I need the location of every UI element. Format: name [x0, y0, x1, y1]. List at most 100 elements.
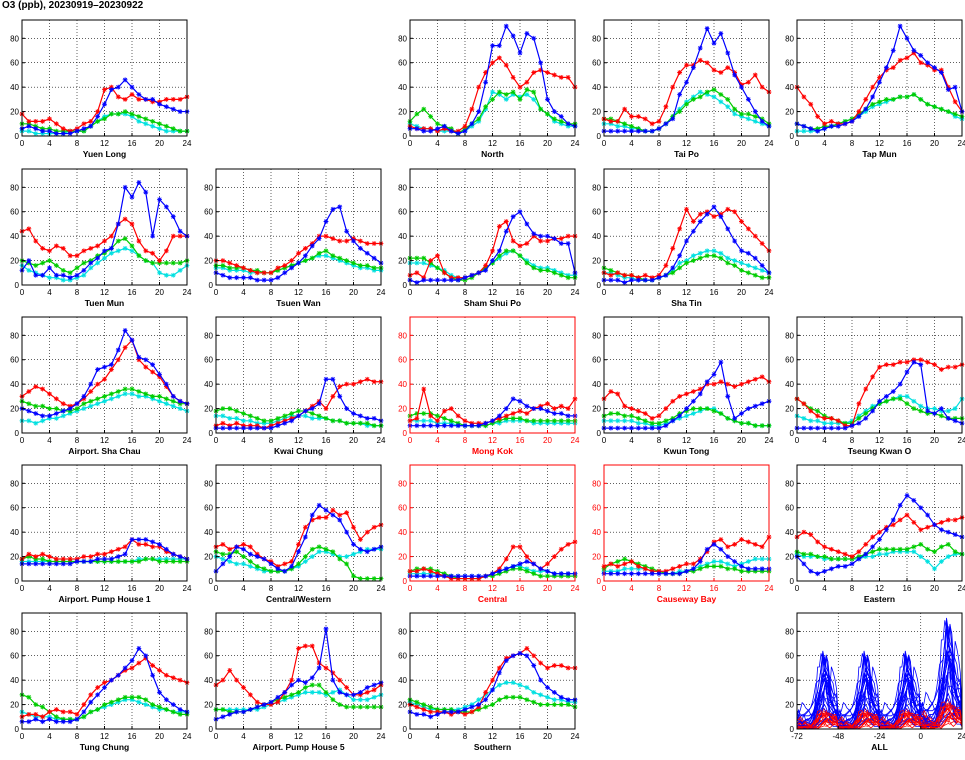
data-point-blue	[883, 527, 889, 533]
data-point-red	[309, 517, 315, 523]
data-point-blue	[241, 275, 246, 281]
data-point-blue	[60, 272, 66, 278]
data-point-red	[455, 413, 461, 419]
data-point-cyan	[545, 265, 550, 271]
data-point-cyan	[414, 571, 420, 577]
data-point-red	[517, 544, 523, 550]
data-point-green	[282, 265, 288, 271]
x-tick-label: 24	[571, 139, 580, 148]
data-point-green	[551, 270, 557, 276]
data-point-blue	[551, 411, 557, 416]
data-point-red	[309, 403, 315, 409]
station-label: Southern	[474, 742, 511, 752]
data-point-cyan	[296, 563, 301, 569]
data-point-blue	[725, 226, 731, 232]
x-tick-label: 16	[128, 584, 137, 593]
data-point-green	[732, 106, 738, 112]
data-point-red	[476, 420, 482, 426]
data-point-red	[697, 211, 703, 217]
data-point-red	[545, 70, 550, 75]
data-point-red	[663, 104, 669, 110]
data-point-cyan	[241, 267, 246, 273]
data-point-green	[428, 411, 434, 416]
all-series-line-blue	[797, 647, 963, 724]
y-tick-label: 40	[592, 380, 601, 389]
data-point-cyan	[558, 270, 564, 276]
data-point-blue	[364, 250, 370, 256]
data-point-blue	[752, 566, 758, 572]
data-point-blue	[677, 92, 683, 97]
y-tick-label: 60	[10, 504, 19, 513]
y-tick-label: 80	[10, 183, 19, 192]
data-point-red	[745, 226, 751, 232]
data-point-red	[95, 551, 101, 557]
data-point-red	[60, 556, 66, 562]
x-tick-label: 8	[75, 436, 80, 445]
data-point-blue	[337, 393, 343, 399]
data-point-cyan	[732, 563, 738, 569]
data-point-red	[414, 415, 420, 421]
data-point-green	[524, 697, 530, 703]
data-point-red	[524, 554, 530, 559]
data-point-cyan	[129, 391, 135, 397]
data-point-blue	[323, 626, 329, 632]
data-point-blue	[448, 128, 454, 134]
data-point-red	[275, 265, 281, 271]
data-point-green	[323, 248, 329, 254]
data-point-blue	[897, 381, 903, 387]
data-point-green	[462, 277, 468, 283]
data-point-green	[337, 255, 343, 261]
data-point-red	[538, 403, 544, 409]
data-point-cyan	[309, 554, 315, 559]
x-tick-label: 24	[765, 584, 774, 593]
data-point-red	[344, 381, 350, 387]
data-point-cyan	[351, 551, 356, 557]
data-point-red	[108, 84, 114, 90]
data-point-red	[241, 423, 246, 429]
data-point-blue	[904, 35, 910, 41]
data-point-cyan	[677, 415, 683, 421]
data-point-blue	[925, 512, 931, 518]
data-point-blue	[649, 277, 655, 283]
data-point-blue	[95, 556, 101, 562]
data-point-blue	[745, 406, 751, 411]
data-point-green	[102, 393, 107, 399]
data-point-green	[323, 546, 329, 552]
data-point-blue	[302, 408, 308, 414]
data-point-blue	[622, 280, 628, 285]
data-point-green	[163, 707, 169, 712]
data-point-green	[275, 415, 281, 421]
data-point-blue	[545, 408, 550, 414]
data-point-cyan	[469, 702, 475, 707]
data-point-blue	[150, 233, 156, 239]
data-point-blue	[143, 537, 149, 542]
data-point-blue	[344, 529, 350, 535]
data-point-red	[545, 238, 550, 244]
data-point-red	[448, 275, 454, 281]
data-point-cyan	[801, 128, 807, 134]
x-tick-label: 8	[269, 288, 274, 297]
data-point-red	[163, 384, 169, 389]
y-tick-label: 0	[403, 725, 408, 734]
y-tick-label: 0	[403, 132, 408, 141]
data-point-red	[718, 537, 724, 542]
data-point-red	[918, 60, 924, 66]
y-tick-label: 80	[398, 331, 407, 340]
data-point-red	[842, 551, 848, 557]
data-point-green	[88, 398, 94, 404]
data-point-red	[330, 236, 336, 241]
data-point-red	[883, 67, 889, 73]
data-point-red	[289, 415, 295, 421]
data-point-blue	[690, 228, 696, 234]
data-point-green	[517, 694, 523, 700]
x-tick-label: 24	[571, 732, 580, 741]
data-point-red	[615, 563, 621, 569]
data-point-green	[828, 556, 834, 562]
data-point-blue	[842, 121, 848, 127]
data-point-blue	[177, 707, 183, 712]
